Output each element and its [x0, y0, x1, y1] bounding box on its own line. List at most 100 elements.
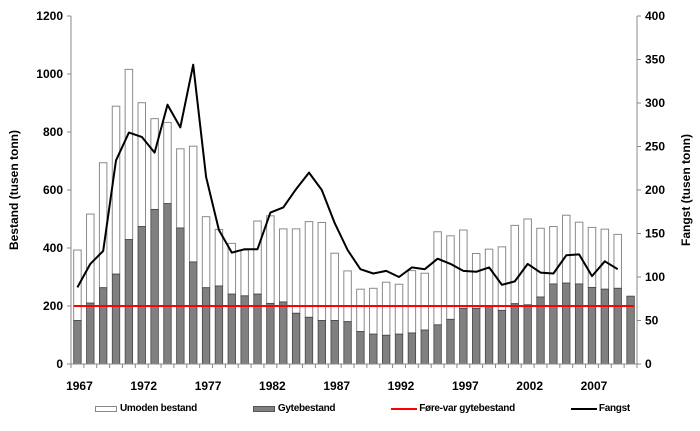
bar-gytebestand-1984	[291, 312, 301, 365]
bar-umoden-1976	[188, 145, 198, 263]
bar-gytebestand-1998	[472, 307, 481, 365]
bar-umoden-1978	[214, 228, 224, 287]
bar-umoden-1987	[330, 252, 339, 321]
bar-umoden-1968	[86, 213, 95, 304]
legend-item-gytebestand: Gytebestand	[252, 403, 336, 414]
bar-gytebestand-2003	[536, 296, 545, 365]
y-axis-title-left: Bestand (tusen tonn)	[7, 130, 21, 250]
bar-gytebestand-2001	[510, 303, 519, 365]
y-axis-title-right: Fangst (tusen tonn)	[679, 134, 693, 246]
bar-gytebestand-2005	[562, 282, 571, 365]
bar-gytebestand-1983	[279, 301, 288, 365]
bar-umoden-1988	[343, 270, 352, 323]
legend-swatch-gytebestand	[252, 405, 275, 412]
bar-umoden-1991	[381, 281, 391, 336]
bar-gytebestand-1970	[111, 273, 121, 365]
legend-swatch-fangst	[570, 407, 597, 410]
x-tick-label: 1972	[130, 379, 157, 393]
bar-gytebestand-1974	[163, 203, 172, 365]
bar-gytebestand-1969	[99, 287, 108, 365]
bar-umoden-1983	[279, 228, 288, 303]
y-tick-label-left: 600	[43, 183, 63, 197]
bar-umoden-2007	[587, 226, 597, 288]
x-tick-label: 1992	[388, 379, 415, 393]
bar-umoden-1998	[471, 253, 481, 309]
y-tick-label-left: 800	[43, 125, 63, 139]
bar-umoden-2005	[562, 214, 571, 284]
bar-umoden-1995	[433, 231, 442, 326]
bar-gytebestand-2006	[574, 283, 584, 365]
bar-gytebestand-1971	[124, 239, 134, 365]
bar-umoden-2004	[549, 226, 558, 285]
bar-gytebestand-1990	[369, 333, 378, 365]
x-tick-label: 1997	[452, 379, 479, 393]
legend-label-gytebestand: Gytebestand	[277, 403, 336, 414]
bar-gytebestand-1985	[304, 316, 314, 365]
bar-umoden-2006	[574, 221, 584, 285]
bar-umoden-1992	[394, 283, 404, 335]
bar-gytebestand-1967	[73, 320, 82, 365]
y-tick-label-right: 150	[645, 227, 665, 241]
y-tick-label-left: 0	[56, 357, 63, 371]
bar-umoden-1972	[137, 102, 146, 228]
legend-item-umoden: Umoden bestand	[95, 403, 197, 414]
y-tick-label-left: 1200	[36, 9, 63, 23]
bar-umoden-1971	[124, 68, 134, 241]
y-tick-label-right: 0	[645, 357, 652, 371]
bar-gytebestand-2004	[549, 283, 558, 365]
bar-gytebestand-1968	[86, 302, 95, 365]
bar-gytebestand-1986	[317, 320, 326, 365]
bar-umoden-1999	[484, 248, 494, 308]
legend-swatch-forevar	[391, 407, 418, 410]
y-tick-label-right: 50	[645, 314, 659, 328]
y-tick-label-left: 200	[43, 299, 63, 313]
y-tick-label-right: 100	[645, 270, 665, 284]
bar-gytebestand-1978	[214, 285, 224, 365]
bar-gytebestand-1972	[137, 226, 146, 365]
bar-gytebestand-2009	[613, 287, 622, 365]
x-tick-label: 1967	[66, 379, 93, 393]
legend-item-forevar: Føre-var gytebestand	[391, 403, 515, 414]
x-tick-label: 1977	[195, 379, 222, 393]
bar-gytebestand-1992	[394, 333, 404, 365]
legend-label-forevar: Føre-var gytebestand	[419, 403, 515, 414]
bar-umoden-2003	[536, 227, 545, 298]
y-tick-label-left: 400	[43, 241, 63, 255]
bar-umoden-1975	[176, 148, 185, 229]
bar-umoden-2009	[613, 233, 622, 289]
bar-umoden-1985	[304, 221, 314, 318]
bar-gytebestand-1987	[330, 320, 339, 365]
bar-umoden-1990	[369, 287, 378, 335]
bar-gytebestand-2002	[523, 304, 532, 365]
bar-gytebestand-1976	[189, 261, 198, 365]
bar-umoden-1989	[356, 288, 365, 333]
bar-umoden-2002	[523, 218, 532, 306]
legend-item-fangst: Fangst	[570, 403, 630, 414]
y-tick-label-left: 1000	[36, 67, 63, 81]
bar-gytebestand-1996	[446, 318, 455, 365]
bar-umoden-1980	[240, 249, 249, 297]
bar-gytebestand-1979	[227, 293, 236, 365]
x-tick-label: 2007	[581, 379, 608, 393]
bar-gytebestand-1999	[484, 306, 494, 365]
x-tick-label: 2002	[516, 379, 543, 393]
bar-umoden-1977	[201, 216, 211, 289]
bar-umoden-1982	[266, 215, 275, 304]
bar-gytebestand-1991	[382, 334, 391, 365]
y-tick-label-right: 250	[645, 140, 665, 154]
legend-label-fangst: Fangst	[598, 403, 630, 414]
y-tick-label-right: 200	[645, 183, 665, 197]
bar-umoden-1993	[407, 270, 417, 334]
bar-gytebestand-1989	[356, 331, 365, 365]
bars-layer	[73, 68, 635, 365]
bar-gytebestand-1981	[253, 293, 262, 365]
bar-gytebestand-1988	[343, 321, 352, 365]
lines-layer	[73, 63, 635, 307]
bar-gytebestand-1982	[266, 302, 275, 365]
line-fangst	[76, 63, 619, 288]
bar-gytebestand-1995	[433, 324, 442, 365]
bar-umoden-1981	[253, 220, 262, 295]
bar-umoden-1970	[111, 105, 121, 275]
bar-umoden-1974	[163, 121, 172, 205]
